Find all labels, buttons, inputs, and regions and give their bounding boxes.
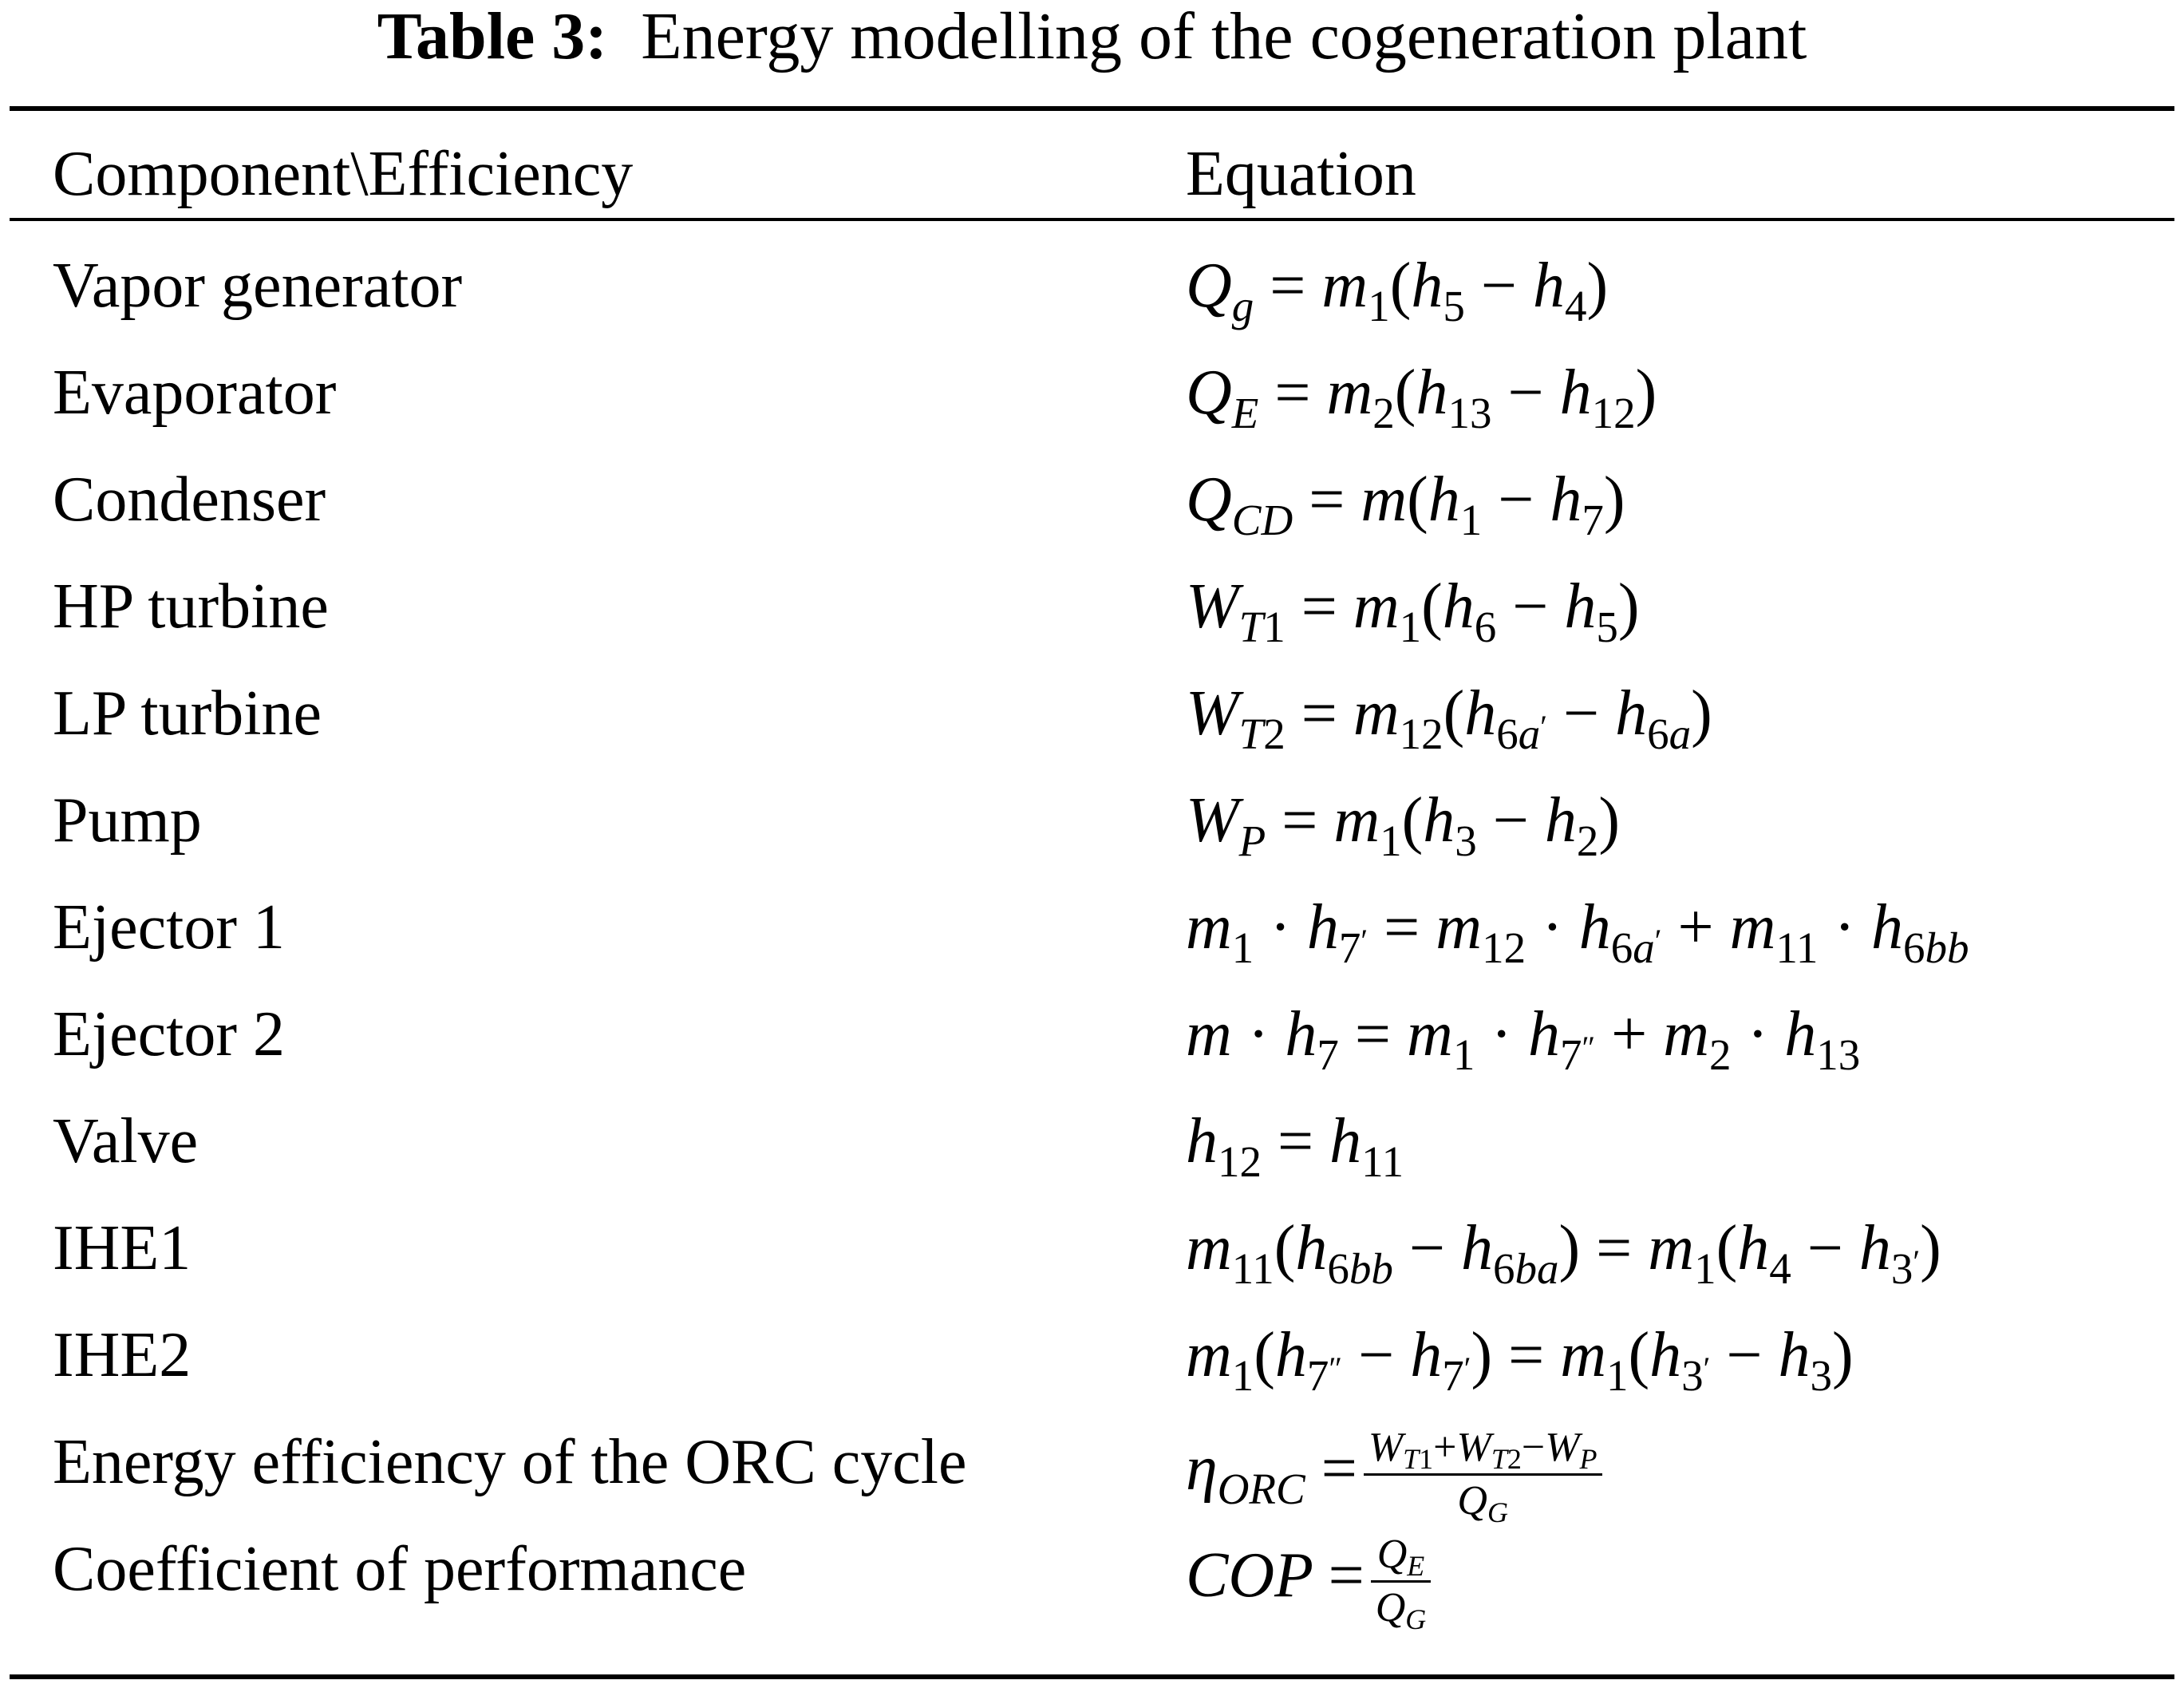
component-cell: Coefficient of performance [53, 1534, 747, 1604]
equation-cell: ηORC = WT1+WT2−WP QG [1186, 1422, 1602, 1527]
table-row: HP turbine WT1 = m1(h6 − h5) [0, 567, 2184, 674]
component-cell: Ejector 1 [53, 892, 285, 963]
equation-cell: WT2 = m12(h6a′ − h6a) [1186, 678, 1712, 758]
table-row: Vapor generator Qg = m1(h5 − h4) [0, 246, 2184, 353]
bottom-rule [10, 1674, 2174, 1679]
table-row: Evaporator QE = m2(h13 − h12) [0, 353, 2184, 460]
equation-cell: COP = QE QG [1186, 1529, 1432, 1634]
table-row: Condenser QCD = m(h1 − h7) [0, 460, 2184, 567]
header-equation: Equation [1186, 139, 1416, 209]
table-row: Ejector 1 m1 · h7′ = m12 · h6a′ + m11 · … [0, 887, 2184, 994]
component-cell: Evaporator [53, 358, 337, 428]
table-row: Pump WP = m1(h3 − h2) [0, 781, 2184, 887]
table-row: Coefficient of performance COP = QE QG [0, 1529, 2184, 1636]
component-cell: LP turbine [53, 678, 322, 749]
table-row: Energy efficiency of the ORC cycle ηORC … [0, 1422, 2184, 1529]
equation-cell: QE = m2(h13 − h12) [1186, 358, 1657, 437]
component-cell: IHE1 [53, 1213, 192, 1283]
table-caption-label: Table 3: [377, 0, 608, 73]
equation-cell: WP = m1(h3 − h2) [1186, 785, 1621, 865]
equation-cell: m1(h7″ − h7′) = m1(h3′ − h3) [1186, 1320, 1854, 1400]
equation-cell: Qg = m1(h5 − h4) [1186, 251, 1609, 330]
equation-cell: m11(h6bb − h6ba) = m1(h4 − h3′) [1186, 1213, 1941, 1293]
efficiency-fraction: WT1+WT2−WP QG [1363, 1422, 1602, 1527]
component-cell: Pump [53, 785, 202, 856]
component-cell: Valve [53, 1106, 199, 1176]
equation-cell: QCD = m(h1 − h7) [1186, 464, 1625, 544]
table-caption: Table 3: Energy modelling of the cogener… [0, 0, 2184, 73]
component-cell: Vapor generator [53, 251, 463, 321]
table-row: LP turbine WT2 = m12(h6a′ − h6a) [0, 674, 2184, 781]
component-cell: Ejector 2 [53, 999, 285, 1069]
equation-cell: m · h7 = m1 · h7″ + m2 · h13 [1186, 999, 1861, 1079]
component-cell: HP turbine [53, 571, 329, 642]
equation-cell: m1 · h7′ = m12 · h6a′ + m11 · h6bb [1186, 892, 1969, 972]
equation-cell: h12 = h11 [1186, 1106, 1404, 1186]
table-row: Valve h12 = h11 [0, 1101, 2184, 1208]
component-cell: IHE2 [53, 1320, 192, 1390]
top-rule [10, 106, 2174, 111]
table-row: Ejector 2 m · h7 = m1 · h7″ + m2 · h13 [0, 994, 2184, 1101]
header-rule [10, 218, 2174, 221]
table-row: IHE1 m11(h6bb − h6ba) = m1(h4 − h3′) [0, 1208, 2184, 1315]
table-row: IHE2 m1(h7″ − h7′) = m1(h3′ − h3) [0, 1315, 2184, 1422]
component-cell: Energy efficiency of the ORC cycle [53, 1427, 967, 1497]
component-cell: Condenser [53, 464, 326, 535]
table-caption-text: Energy modelling of the cogeneration pla… [641, 0, 1807, 73]
header-component: Component\Efficiency [53, 139, 634, 209]
cop-fraction: QE QG [1370, 1529, 1432, 1634]
equation-cell: WT1 = m1(h6 − h5) [1186, 571, 1640, 651]
